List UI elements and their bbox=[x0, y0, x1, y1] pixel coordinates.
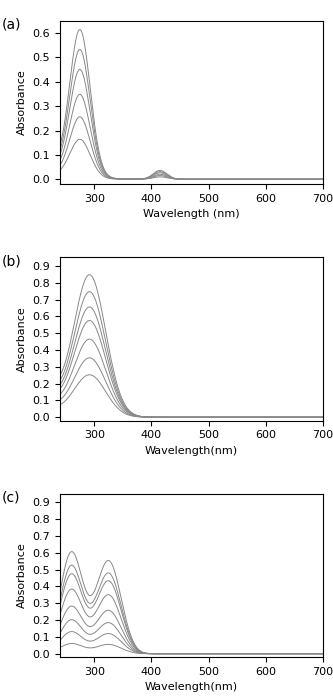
Y-axis label: Absorbance: Absorbance bbox=[17, 306, 27, 372]
Y-axis label: Absorbance: Absorbance bbox=[17, 542, 27, 608]
Text: (c): (c) bbox=[2, 491, 21, 505]
X-axis label: Wavelength(nm): Wavelength(nm) bbox=[145, 682, 238, 692]
Text: (b): (b) bbox=[2, 254, 22, 268]
X-axis label: Wavelength (nm): Wavelength (nm) bbox=[143, 209, 240, 219]
Y-axis label: Absorbance: Absorbance bbox=[17, 70, 27, 136]
Text: (a): (a) bbox=[2, 17, 22, 31]
X-axis label: Wavelength(nm): Wavelength(nm) bbox=[145, 446, 238, 456]
